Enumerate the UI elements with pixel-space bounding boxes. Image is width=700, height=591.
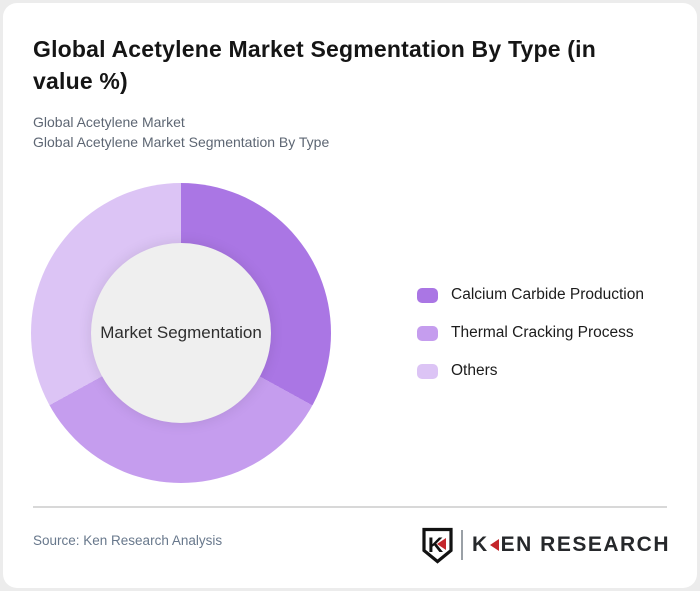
chart-subtitle-segmentation: Global Acetylene Market Segmentation By …	[33, 134, 330, 150]
source-note: Source: Ken Research Analysis	[33, 533, 223, 548]
donut-center-label: Market Segmentation	[100, 323, 262, 342]
red-arrow-icon	[489, 539, 499, 551]
ken-research-logo: K K EN RESEARCH	[421, 526, 670, 564]
legend-swatch-others	[417, 363, 438, 379]
svg-text:K: K	[428, 534, 443, 557]
logo-separator	[460, 530, 463, 560]
legend-label: Calcium Carbide Production	[451, 286, 644, 303]
donut-center: Market Segmentation	[91, 243, 271, 423]
footer-divider	[33, 506, 667, 508]
logo-letter-k: K	[471, 533, 489, 556]
legend-swatch-thermal-cracking	[417, 325, 438, 341]
legend-label: Thermal Cracking Process	[451, 324, 634, 341]
logo-wordmark: K EN RESEARCH	[472, 533, 670, 557]
donut-chart[interactable]: Market Segmentation	[31, 183, 331, 483]
legend-label: Others	[451, 362, 498, 379]
chart-subtitle-market: Global Acetylene Market	[33, 114, 185, 130]
shield-k-icon: K	[422, 527, 453, 564]
chart-legend: Calcium Carbide Production Thermal Crack…	[417, 286, 644, 379]
chart-card: Global Acetylene Market Segmentation By …	[3, 3, 697, 588]
legend-item-calcium-carbide[interactable]: Calcium Carbide Production	[417, 286, 644, 303]
legend-item-others[interactable]: Others	[417, 362, 644, 379]
logo-rest: EN RESEARCH	[500, 533, 670, 556]
legend-item-thermal-cracking[interactable]: Thermal Cracking Process	[417, 324, 644, 341]
legend-swatch-calcium-carbide	[417, 287, 438, 303]
page-title: Global Acetylene Market Segmentation By …	[33, 36, 597, 94]
